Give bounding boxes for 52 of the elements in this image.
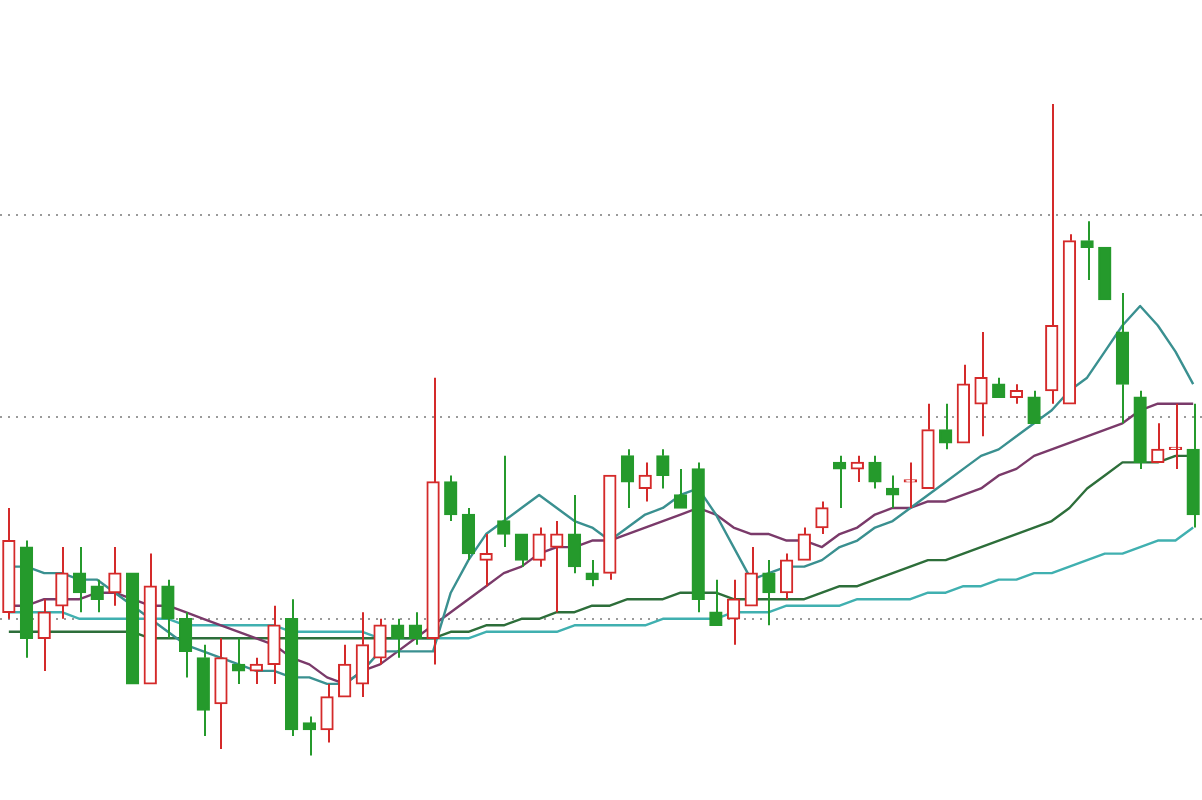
- candlestick: [143, 552, 157, 685]
- candlestick: [939, 402, 953, 451]
- candlestick: [974, 331, 988, 438]
- candlestick: [550, 520, 564, 614]
- candlestick: [992, 376, 1006, 398]
- candlestick: [479, 533, 493, 588]
- candlestick: [956, 363, 971, 444]
- candlestick: [1027, 389, 1041, 424]
- candlestick: [249, 656, 263, 685]
- candlestick: [426, 376, 440, 666]
- candlestick: [779, 552, 794, 601]
- candlestick: [620, 448, 635, 509]
- candlestick: [532, 526, 546, 568]
- candlestick: [285, 598, 299, 738]
- candlestick: [603, 474, 617, 581]
- candlestick: [267, 604, 281, 685]
- candlestick: [37, 598, 51, 672]
- candlestick: [1080, 220, 1094, 281]
- candlestick: [832, 454, 847, 509]
- candlestick: [178, 611, 193, 679]
- candlestick: [55, 546, 69, 620]
- candlestick: [514, 533, 529, 568]
- candlestick: [1115, 291, 1130, 425]
- candlestick: [497, 454, 511, 549]
- candlestick: [567, 493, 582, 575]
- candlestick: [2, 506, 16, 620]
- candlestick: [691, 461, 705, 614]
- candlestick: [196, 643, 210, 738]
- candlestick: [355, 611, 370, 698]
- candlestick: [921, 402, 935, 490]
- candlestick: [850, 454, 864, 483]
- candlestick: [1009, 383, 1024, 405]
- candlestick: [585, 559, 599, 588]
- candlestick: [1045, 103, 1059, 405]
- candlestick: [161, 578, 175, 640]
- candlestick: [903, 461, 917, 509]
- candlestick: [1062, 233, 1077, 405]
- candlestick: [886, 474, 900, 509]
- candlestick: [461, 506, 476, 562]
- candlestick: [214, 637, 228, 751]
- candlestick: [19, 539, 34, 659]
- candlestick: [90, 578, 104, 614]
- candlestick: [338, 643, 352, 698]
- candlestick: [1186, 402, 1200, 529]
- candlestick: [797, 526, 811, 561]
- candlestick: [444, 474, 458, 523]
- candlestick: [744, 546, 758, 607]
- candlestick: [1133, 389, 1147, 470]
- candlestick: [373, 617, 387, 666]
- candlestick: [302, 715, 316, 757]
- candlestick: [231, 637, 246, 685]
- candlestick: [320, 682, 334, 744]
